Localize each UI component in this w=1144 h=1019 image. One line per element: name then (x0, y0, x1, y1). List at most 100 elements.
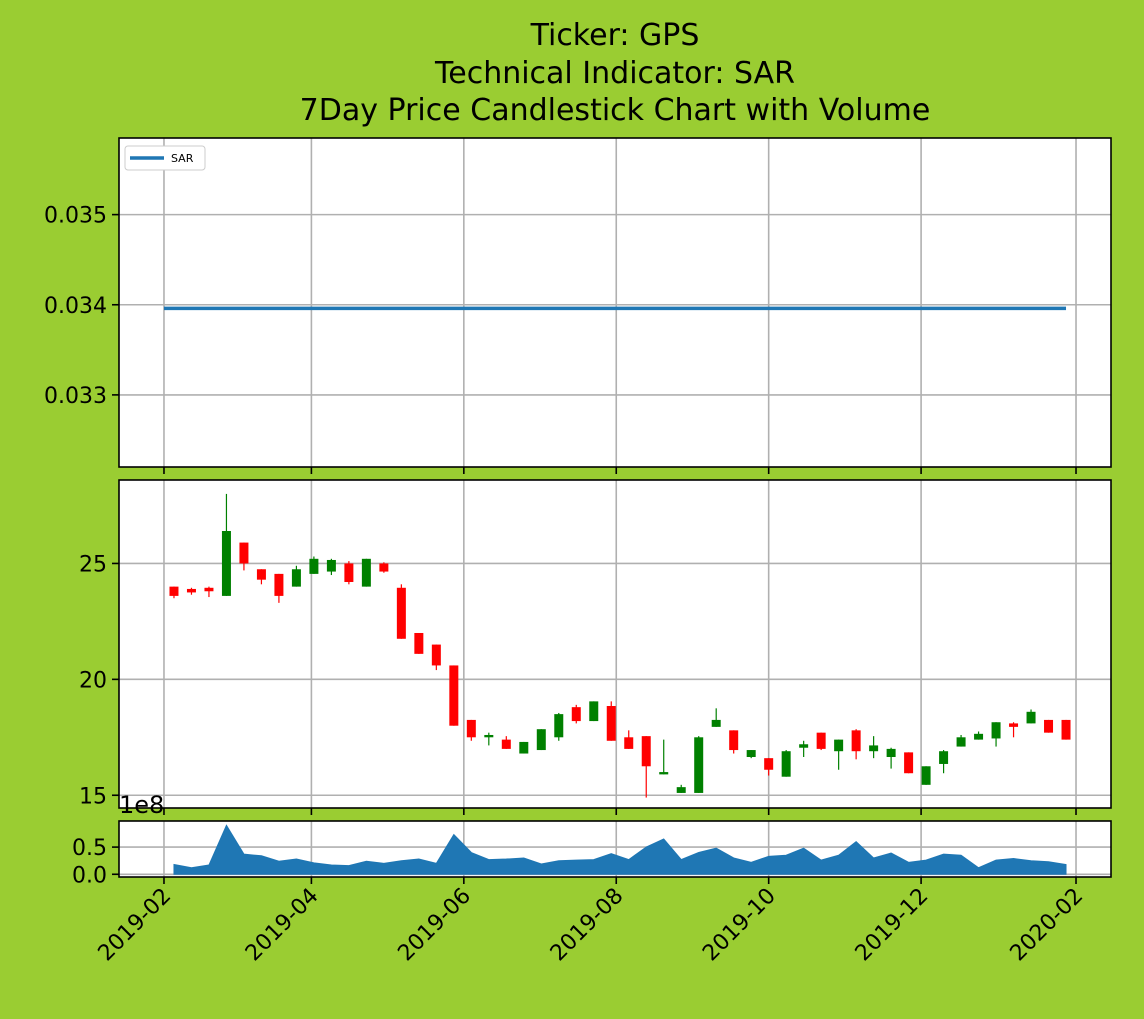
indicator-plot-area (119, 138, 1111, 467)
candle (221, 493, 231, 596)
candle-body (466, 719, 476, 738)
candle (694, 736, 704, 793)
candle (606, 701, 616, 741)
candle-body (1061, 719, 1071, 740)
candle-body (501, 739, 511, 749)
candle-body (431, 644, 441, 666)
candle (869, 736, 879, 759)
volume-frame (118, 820, 1112, 878)
candle (834, 739, 844, 770)
candle-body (799, 744, 809, 748)
candle-body (939, 751, 949, 764)
candle (571, 704, 581, 724)
indicator-ytick-label: 0.035 (44, 204, 107, 229)
candle-body (169, 586, 179, 596)
candle (554, 712, 564, 741)
candle (904, 752, 914, 774)
candle (291, 565, 301, 587)
chart-title: Ticker: GPS Technical Indicator: SAR 7Da… (300, 18, 931, 128)
candle-body (974, 733, 984, 740)
volume-ytick-label: 0.5 (72, 836, 107, 861)
candle (449, 665, 459, 726)
volume-panel: 0.00.5 1e8 2019-02 2019-04 2019-06 2019-08 201… (72, 791, 1112, 967)
candle (256, 569, 266, 585)
volume-area (173, 824, 1067, 875)
candle (939, 750, 949, 774)
candle-body (956, 737, 966, 747)
candle-body (851, 730, 861, 752)
candle-body (764, 758, 774, 770)
xtick-label: 2019-02 (94, 884, 177, 967)
candle-body (781, 751, 791, 777)
candle (729, 730, 739, 754)
price-ytick-label: 20 (79, 668, 107, 693)
candle-body (694, 737, 704, 793)
candle-body (624, 737, 634, 749)
candle-body (256, 569, 266, 580)
candle-body (361, 558, 371, 587)
legend-label-sar: SAR (171, 152, 194, 165)
candle-body (1044, 719, 1054, 733)
candle (361, 558, 371, 587)
indicator-ytick-label: 0.034 (44, 294, 107, 319)
price-panel: 15 20 25 (79, 479, 1112, 815)
volume-ytick-label: 0.0 (72, 863, 107, 888)
candle (169, 586, 179, 599)
candle-body (449, 665, 459, 726)
candle (816, 732, 826, 751)
candle-body (921, 766, 931, 785)
candle-body (904, 752, 914, 774)
candle (204, 586, 214, 598)
candle (379, 562, 389, 573)
candle (519, 741, 529, 754)
candle (624, 730, 634, 749)
candle (396, 584, 406, 639)
indicator-frame (118, 137, 1112, 468)
candle-body (326, 559, 336, 572)
candle-body (711, 719, 721, 727)
candle-body (204, 587, 214, 592)
candle-body (746, 750, 756, 758)
xtick-label: 2019-04 (241, 884, 324, 967)
candle (974, 731, 984, 740)
title-line-indicator: Technical Indicator: SAR (434, 56, 795, 91)
candle (536, 729, 546, 751)
candle (431, 644, 441, 671)
candle (799, 740, 809, 758)
candle-body (641, 736, 651, 767)
candle (274, 573, 284, 603)
candle-body (729, 730, 739, 751)
indicator-panel: 0.033 0.034 0.035 SAR (44, 137, 1112, 474)
candle-body (554, 714, 564, 738)
candle (414, 632, 424, 654)
candle (1026, 709, 1036, 724)
candle-body (379, 563, 389, 572)
candle (326, 558, 336, 576)
indicator-ytick-label: 0.033 (44, 384, 107, 409)
candle-body (221, 530, 231, 596)
xtick-label: 2019-08 (546, 884, 629, 967)
candle (851, 729, 861, 760)
xtick-label: 2019-06 (393, 884, 476, 967)
legend: SAR (124, 145, 206, 171)
xtick-label: 2019-12 (851, 884, 934, 967)
candle (501, 736, 511, 749)
candle (764, 758, 774, 776)
candle-body (239, 542, 249, 564)
title-line-subtitle: 7Day Price Candlestick Chart with Volume (300, 93, 931, 128)
candle-body (309, 558, 319, 574)
price-plot-area (119, 480, 1111, 808)
candle-body (991, 722, 1001, 739)
candle (466, 719, 476, 741)
candle (659, 739, 669, 775)
candle (309, 556, 319, 574)
candle-body (274, 573, 284, 596)
candle-body (186, 588, 196, 593)
candle-body (886, 748, 896, 758)
candle-body (1009, 723, 1019, 727)
candle (921, 766, 931, 785)
price-ytick-label: 25 (79, 552, 107, 577)
candle-body (291, 569, 301, 587)
candle (956, 734, 966, 747)
